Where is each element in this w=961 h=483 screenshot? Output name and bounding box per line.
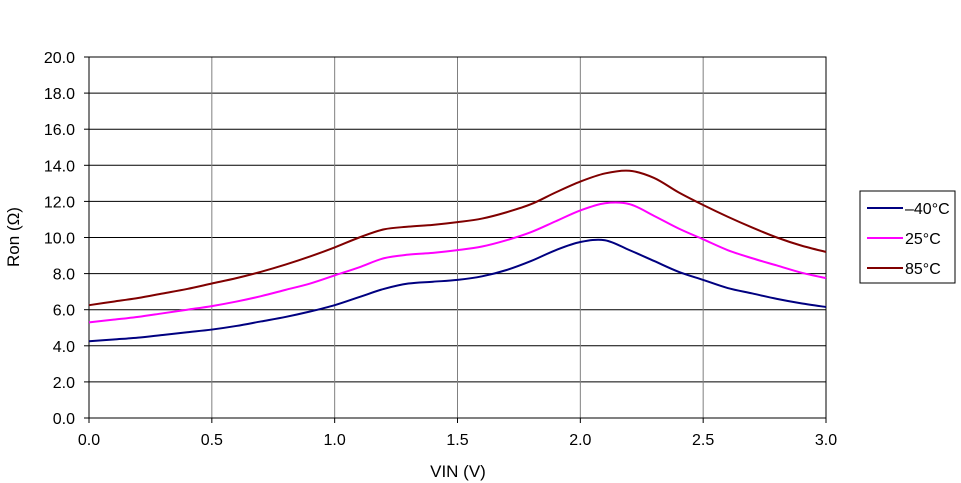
x-tick-label: 1.0 [324,432,346,449]
grid [88,56,827,419]
y-tick-label: 20.0 [44,50,75,67]
y-tick-label: 2.0 [53,375,75,392]
y-tick-label: 0.0 [53,411,75,428]
x-tick-label: 2.5 [692,432,714,449]
x-tick-label: 0.0 [78,432,100,449]
legend-label: –40°C [905,201,950,218]
y-axis-title: Ron (Ω) [4,207,23,267]
y-tick-label: 18.0 [44,86,75,103]
series-line-1 [88,201,827,324]
y-tick-label: 12.0 [44,194,75,211]
y-tick-label: 6.0 [53,303,75,320]
legend-label: 25°C [905,231,941,248]
y-tick-label: 14.0 [44,158,75,175]
x-tick-label: 1.5 [446,432,468,449]
x-tick-label: 3.0 [815,432,837,449]
x-tick-label: 0.5 [201,432,223,449]
x-axis: 0.0 0.5 1.0 1.5 2.0 2.5 3.0 [78,418,837,449]
series-lines [88,169,827,343]
y-tick-label: 16.0 [44,122,75,139]
y-tick-label: 8.0 [53,267,75,284]
y-tick-label: 4.0 [53,339,75,356]
x-axis-title: VIN (V) [430,462,486,481]
series-line-0 [88,238,827,343]
y-axis: 0.0 2.0 4.0 6.0 8.0 10.0 12.0 14.0 16.0 18.0 20.0 [44,50,89,428]
x-tick-label: 2.0 [569,432,591,449]
legend-label: 85°C [905,261,941,278]
y-tick-label: 10.0 [44,231,75,248]
series-line-2 [88,169,827,307]
legend: –40°C 25°C 85°C [859,190,956,284]
